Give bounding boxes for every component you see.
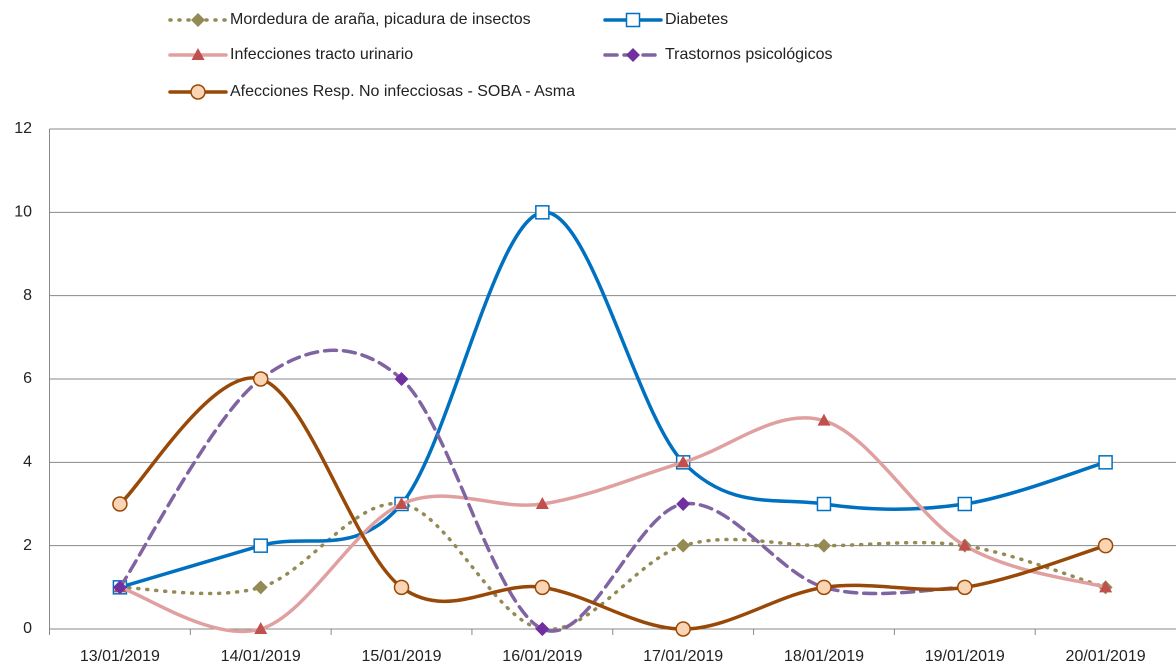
data-point bbox=[252, 371, 269, 387]
data-point bbox=[535, 622, 550, 636]
data-point bbox=[535, 205, 550, 220]
data-point bbox=[534, 579, 551, 596]
data-point bbox=[112, 496, 128, 512]
data-point bbox=[816, 538, 831, 553]
data-point bbox=[393, 579, 410, 596]
y-tick-label: 2 bbox=[23, 537, 32, 554]
data-point bbox=[253, 580, 268, 595]
data-point bbox=[253, 538, 268, 553]
data-point bbox=[957, 496, 973, 512]
legend-label: Afecciones Resp. No infecciosas - SOBA -… bbox=[230, 83, 575, 100]
legend-label: Infecciones tracto urinario bbox=[230, 46, 413, 63]
x-tick-label: 17/01/2019 bbox=[643, 648, 723, 665]
series-line bbox=[118, 416, 1108, 634]
legend-label: Trastornos psicológicos bbox=[665, 46, 832, 63]
data-point bbox=[1097, 537, 1114, 554]
legend-marker bbox=[625, 12, 641, 28]
legend-label: Diabetes bbox=[665, 11, 728, 28]
data-point bbox=[1099, 580, 1113, 593]
data-point bbox=[958, 538, 972, 551]
data-point bbox=[676, 497, 691, 511]
legend-marker bbox=[626, 48, 640, 62]
legend-marker bbox=[190, 84, 206, 100]
data-point bbox=[535, 497, 549, 509]
legend-marker bbox=[191, 13, 205, 27]
data-point bbox=[254, 622, 268, 634]
data-point bbox=[112, 580, 127, 595]
data-point bbox=[957, 579, 973, 596]
x-tick-label: 13/01/2019 bbox=[80, 648, 160, 665]
legend-label: Mordedura de araña, picadura de insectos bbox=[230, 11, 531, 28]
y-tick-label: 6 bbox=[23, 370, 32, 387]
data-point bbox=[676, 538, 691, 553]
data-point bbox=[394, 372, 409, 386]
data-point bbox=[675, 621, 691, 637]
y-tick-label: 0 bbox=[23, 620, 32, 637]
y-tick-label: 4 bbox=[23, 454, 32, 471]
data-point bbox=[395, 497, 409, 509]
data-point bbox=[1098, 455, 1113, 470]
series-line bbox=[118, 501, 1108, 632]
data-point bbox=[676, 455, 690, 468]
x-tick-label: 15/01/2019 bbox=[361, 648, 441, 665]
data-point bbox=[816, 579, 832, 596]
y-tick-label: 10 bbox=[14, 204, 32, 221]
x-tick-label: 20/01/2019 bbox=[1066, 648, 1146, 665]
x-tick-label: 19/01/2019 bbox=[925, 648, 1005, 665]
x-tick-label: 18/01/2019 bbox=[784, 648, 864, 665]
x-tick-label: 16/01/2019 bbox=[502, 648, 582, 665]
series-line bbox=[118, 210, 1108, 590]
y-tick-label: 8 bbox=[23, 287, 32, 304]
series-line bbox=[118, 348, 967, 633]
data-point bbox=[817, 413, 831, 426]
x-tick-label: 14/01/2019 bbox=[221, 648, 301, 665]
data-point bbox=[816, 496, 832, 512]
legend-marker bbox=[191, 48, 205, 60]
y-tick-label: 12 bbox=[14, 120, 32, 137]
